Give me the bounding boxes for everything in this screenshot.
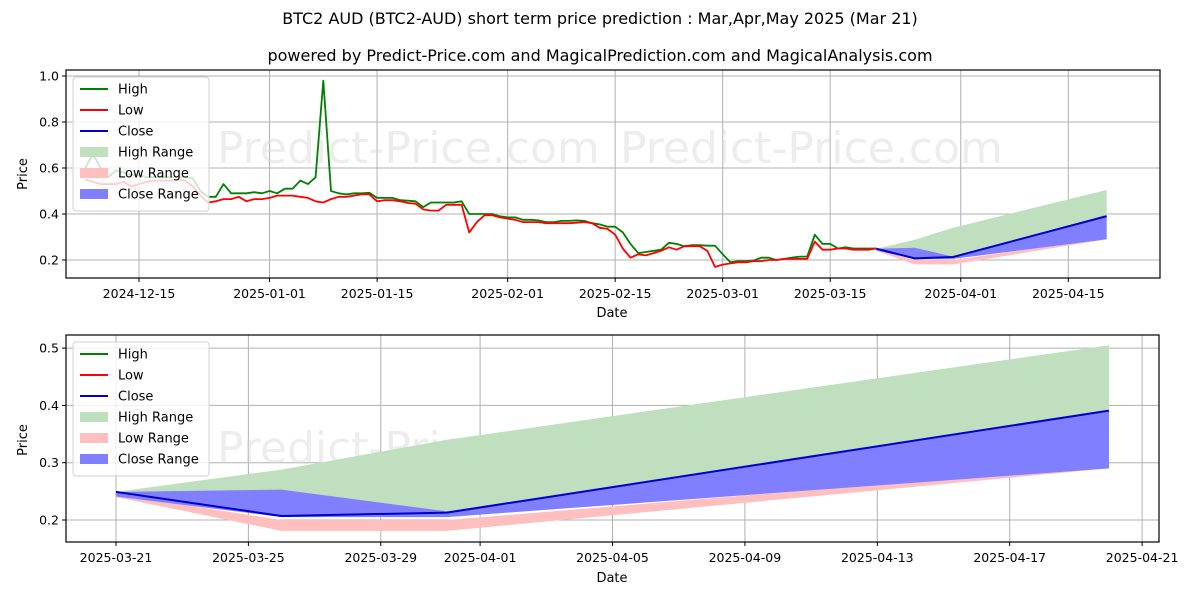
legend-label: Low Range [118, 432, 189, 447]
top-x-axis-label: Date [596, 306, 627, 321]
x-tick-label: 2025-04-21 [1106, 550, 1179, 565]
x-tick-label: 2025-03-01 [686, 286, 759, 301]
top-chart: Predict-Price.com Predict-Price.com 0.20… [16, 69, 1160, 322]
legend-patch-swatch [80, 433, 108, 443]
y-tick-label: 0.5 [39, 341, 59, 356]
x-tick-label: 2025-04-17 [973, 550, 1046, 565]
x-tick-label: 2025-02-01 [471, 286, 544, 301]
y-tick-label: 0.4 [39, 207, 59, 222]
legend-patch-swatch [80, 454, 108, 464]
x-tick-label: 2025-04-01 [924, 286, 997, 301]
top-y-axis: 0.2 0.4 0.6 0.8 1.0 [39, 69, 66, 268]
legend-label: Close [118, 125, 153, 140]
watermark-text: Predict-Price.com [217, 123, 600, 174]
y-tick-label: 0.4 [39, 398, 59, 413]
legend-patch-swatch [80, 168, 108, 178]
legend-label: Low [118, 104, 144, 119]
x-tick-label: 2025-04-13 [841, 550, 914, 565]
y-tick-label: 0.3 [39, 455, 59, 470]
legend-label: Close Range [118, 188, 199, 203]
x-tick-label: 2025-02-15 [579, 286, 652, 301]
top-legend: High Low Close High Range Low Range Close Ran… [73, 77, 209, 211]
legend-label: Close [118, 390, 153, 405]
bottom-chart: Predict-Price.com Predict-Price.com 0.20… [16, 335, 1178, 586]
legend-patch-swatch [80, 412, 108, 422]
x-tick-label: 2024-12-15 [103, 286, 176, 301]
legend-label: High Range [118, 411, 193, 426]
y-tick-label: 0.8 [39, 115, 59, 130]
bottom-y-axis-label: Price [16, 424, 31, 456]
x-tick-label: 2025-03-25 [212, 550, 285, 565]
legend-label: Low [118, 369, 144, 384]
x-tick-label: 2025-03-15 [794, 286, 867, 301]
legend-label: High Range [118, 146, 193, 161]
y-tick-label: 1.0 [39, 69, 59, 84]
charts-canvas: Predict-Price.com Predict-Price.com 0.20… [0, 0, 1200, 600]
bottom-legend: High Low Close High Range Low Range Close Ran… [73, 342, 209, 476]
legend-patch-swatch [80, 147, 108, 157]
y-tick-label: 0.2 [39, 253, 59, 268]
top-x-axis: 2024-12-15 2025-01-01 2025-01-15 2025-02-01… [103, 278, 1105, 301]
legend-label: Low Range [118, 167, 189, 182]
legend-label: Close Range [118, 453, 199, 468]
y-tick-label: 0.2 [39, 513, 59, 528]
bottom-y-axis: 0.2 0.3 0.4 0.5 [39, 341, 66, 528]
bottom-x-axis-label: Date [596, 571, 627, 586]
y-tick-label: 0.6 [39, 161, 59, 176]
bottom-x-axis: 2025-03-21 2025-03-25 2025-03-29 2025-04-01… [80, 542, 1179, 565]
x-tick-label: 2025-04-09 [709, 550, 782, 565]
x-tick-label: 2025-03-29 [344, 550, 417, 565]
x-tick-label: 2025-01-15 [341, 286, 414, 301]
top-y-axis-label: Price [16, 158, 31, 190]
legend-label: High [118, 83, 148, 98]
x-tick-label: 2025-04-05 [576, 550, 649, 565]
x-tick-label: 2025-01-01 [233, 286, 306, 301]
legend-patch-swatch [80, 189, 108, 199]
x-tick-label: 2025-03-21 [80, 550, 153, 565]
x-tick-label: 2025-04-15 [1032, 286, 1105, 301]
x-tick-label: 2025-04-01 [444, 550, 517, 565]
legend-label: High [118, 348, 148, 363]
watermark-text: Predict-Price.com [620, 123, 1003, 174]
